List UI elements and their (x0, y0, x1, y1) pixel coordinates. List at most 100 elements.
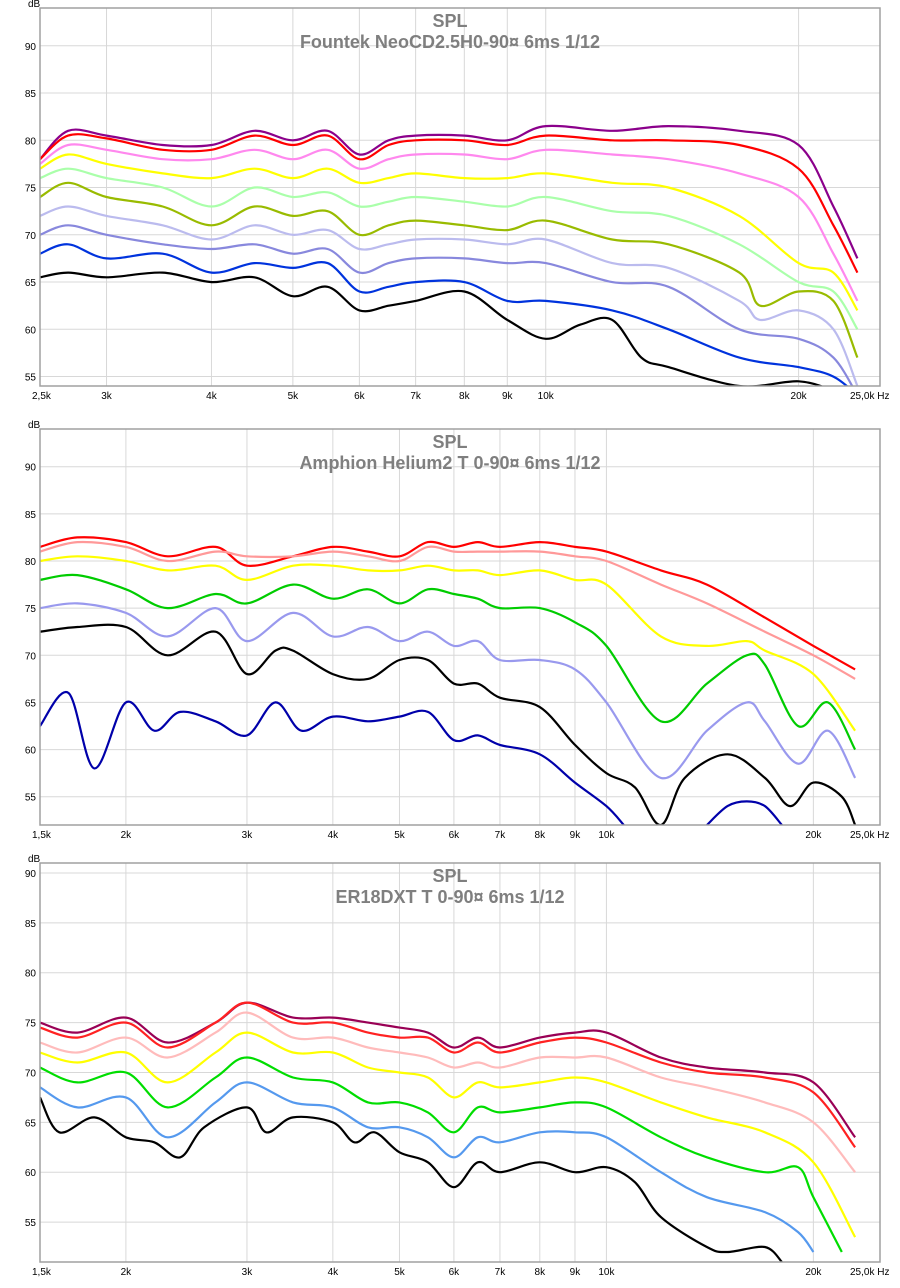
series-line-6 (40, 1096, 783, 1262)
x-tick-label: 3k (101, 391, 113, 402)
y-tick-label: 55 (25, 793, 37, 804)
x-tick-label: 3k (242, 1267, 254, 1278)
series-line-3 (40, 573, 857, 751)
x-tick-label: 8k (535, 1267, 547, 1278)
series-line-4 (40, 167, 859, 330)
series-group (40, 536, 857, 825)
plot-frame (39, 7, 881, 387)
series-line-5 (40, 1081, 815, 1253)
y-tick-label: 60 (25, 1168, 37, 1179)
x-tick-label: 10k (598, 830, 615, 841)
x-tick-label: 4k (328, 830, 340, 841)
x-tick-label: 25,0k Hz (850, 391, 889, 402)
series-line-9 (40, 271, 824, 386)
y-tick-label: 80 (25, 969, 37, 980)
y-tick-label: 75 (25, 184, 37, 195)
series-line-6 (40, 205, 859, 386)
x-tick-label: 2,5k (32, 391, 52, 402)
x-tick-label: 8k (535, 830, 547, 841)
chart-subtitle: Amphion Helium2 T 0-90¤ 6ms 1/12 (299, 453, 600, 473)
grid (39, 429, 881, 825)
x-tick-label: 2k (121, 1267, 133, 1278)
x-tick-label: 6k (449, 1267, 461, 1278)
x-tick-label: 25,0k Hz (850, 830, 889, 841)
x-tick-label: 4k (206, 391, 218, 402)
x-tick-label: 9k (570, 830, 582, 841)
y-tick-label: 75 (25, 1019, 37, 1030)
series-line-7 (706, 800, 783, 825)
x-tick-label: 4k (328, 1267, 340, 1278)
chart-svg-fountek: 55 60 65 70 75 80 85 90 dB 2,5k 3k 4k 5k 6k 7k 8k 9k 10k 2… (25, 0, 890, 402)
series-line-2 (40, 1011, 856, 1173)
x-tick-label: 6k (354, 391, 366, 402)
series-line-6 (40, 691, 625, 825)
y-tick-label: 55 (25, 373, 37, 384)
y-tick-label: 85 (25, 919, 37, 930)
x-tick-label: 20k (805, 1267, 822, 1278)
chart-title: SPL (432, 432, 467, 452)
x-tick-label: 20k (791, 391, 808, 402)
chart-svg-amphion: 55 60 65 70 75 80 85 90 dB 1,5k 2k 3k 4k 5k 6k 7k 8k 9k 10… (25, 420, 890, 841)
x-tick-label: 6k (449, 830, 461, 841)
series-line-0 (40, 536, 856, 671)
chart-subtitle: Fountek NeoCD2.5H0-90¤ 6ms 1/12 (300, 32, 600, 52)
series-line-0 (40, 1001, 856, 1138)
series-line-3 (40, 1031, 857, 1238)
y-unit-label: dB (28, 854, 41, 865)
y-tick-label: 55 (25, 1218, 37, 1229)
chart-title: SPL (432, 11, 467, 31)
y-tick-label: 90 (25, 463, 37, 474)
chart-svg-er18dxt: 55 60 65 70 75 80 85 90 dB 1,5k 2k 3k 4k 5k 6k 7k 8k 9k 10… (25, 854, 890, 1278)
x-tick-label: 5k (394, 830, 406, 841)
y-tick-label: 65 (25, 698, 37, 709)
y-unit-label: dB (28, 420, 41, 431)
y-tick-label: 80 (25, 557, 37, 568)
spl-chart-amphion: 55 60 65 70 75 80 85 90 dB 1,5k 2k 3k 4k 5k 6k 7k 8k 9k 10… (0, 420, 900, 852)
series-line-4 (40, 1056, 843, 1253)
x-tick-label: 5k (394, 1267, 406, 1278)
series-line-0 (40, 124, 859, 259)
y-tick-label: 70 (25, 651, 37, 662)
spl-chart-er18dxt: 55 60 65 70 75 80 85 90 dB 1,5k 2k 3k 4k 5k 6k 7k 8k 9k 10… (0, 852, 900, 1288)
series-line-8 (40, 243, 849, 386)
series-line-1 (40, 133, 859, 274)
x-tick-label: 9k (502, 391, 514, 402)
y-tick-label: 60 (25, 746, 37, 757)
x-tick-label: 20k (805, 830, 822, 841)
y-tick-label: 75 (25, 604, 37, 615)
y-tick-label: 70 (25, 1068, 37, 1079)
series-line-2 (40, 555, 856, 732)
y-tick-label: 70 (25, 231, 37, 242)
x-tick-label: 9k (570, 1267, 582, 1278)
x-tick-label: 1,5k (32, 1267, 52, 1278)
series-line-5 (40, 181, 859, 359)
x-tick-label: 7k (410, 391, 422, 402)
y-tick-label: 80 (25, 136, 37, 147)
spl-chart-fountek: 55 60 65 70 75 80 85 90 dB 2,5k 3k 4k 5k 6k 7k 8k 9k 10k 2… (0, 0, 900, 422)
series-line-2 (40, 143, 859, 302)
y-tick-label: 60 (25, 325, 37, 336)
y-tick-label: 90 (25, 869, 37, 880)
x-tick-label: 3k (242, 830, 254, 841)
x-tick-label: 10k (538, 391, 555, 402)
series-group (40, 124, 859, 386)
x-tick-label: 2k (121, 830, 133, 841)
plot-frame (39, 862, 881, 1263)
series-line-4 (40, 602, 857, 780)
y-unit-label: dB (28, 0, 41, 10)
grid (39, 863, 881, 1262)
chart-subtitle: ER18DXT T 0-90¤ 6ms 1/12 (335, 887, 564, 907)
series-group (40, 1001, 857, 1262)
series-line-1 (40, 540, 856, 680)
x-tick-label: 8k (459, 391, 471, 402)
chart-title: SPL (432, 866, 467, 886)
series-line-7 (40, 224, 854, 386)
series-line-5 (40, 623, 857, 825)
y-tick-label: 65 (25, 1118, 37, 1129)
x-tick-label: 10k (598, 1267, 615, 1278)
x-tick-label: 5k (288, 391, 300, 402)
grid (39, 8, 881, 386)
y-tick-label: 85 (25, 89, 37, 100)
y-tick-label: 90 (25, 42, 37, 53)
series-line-3 (40, 153, 859, 311)
